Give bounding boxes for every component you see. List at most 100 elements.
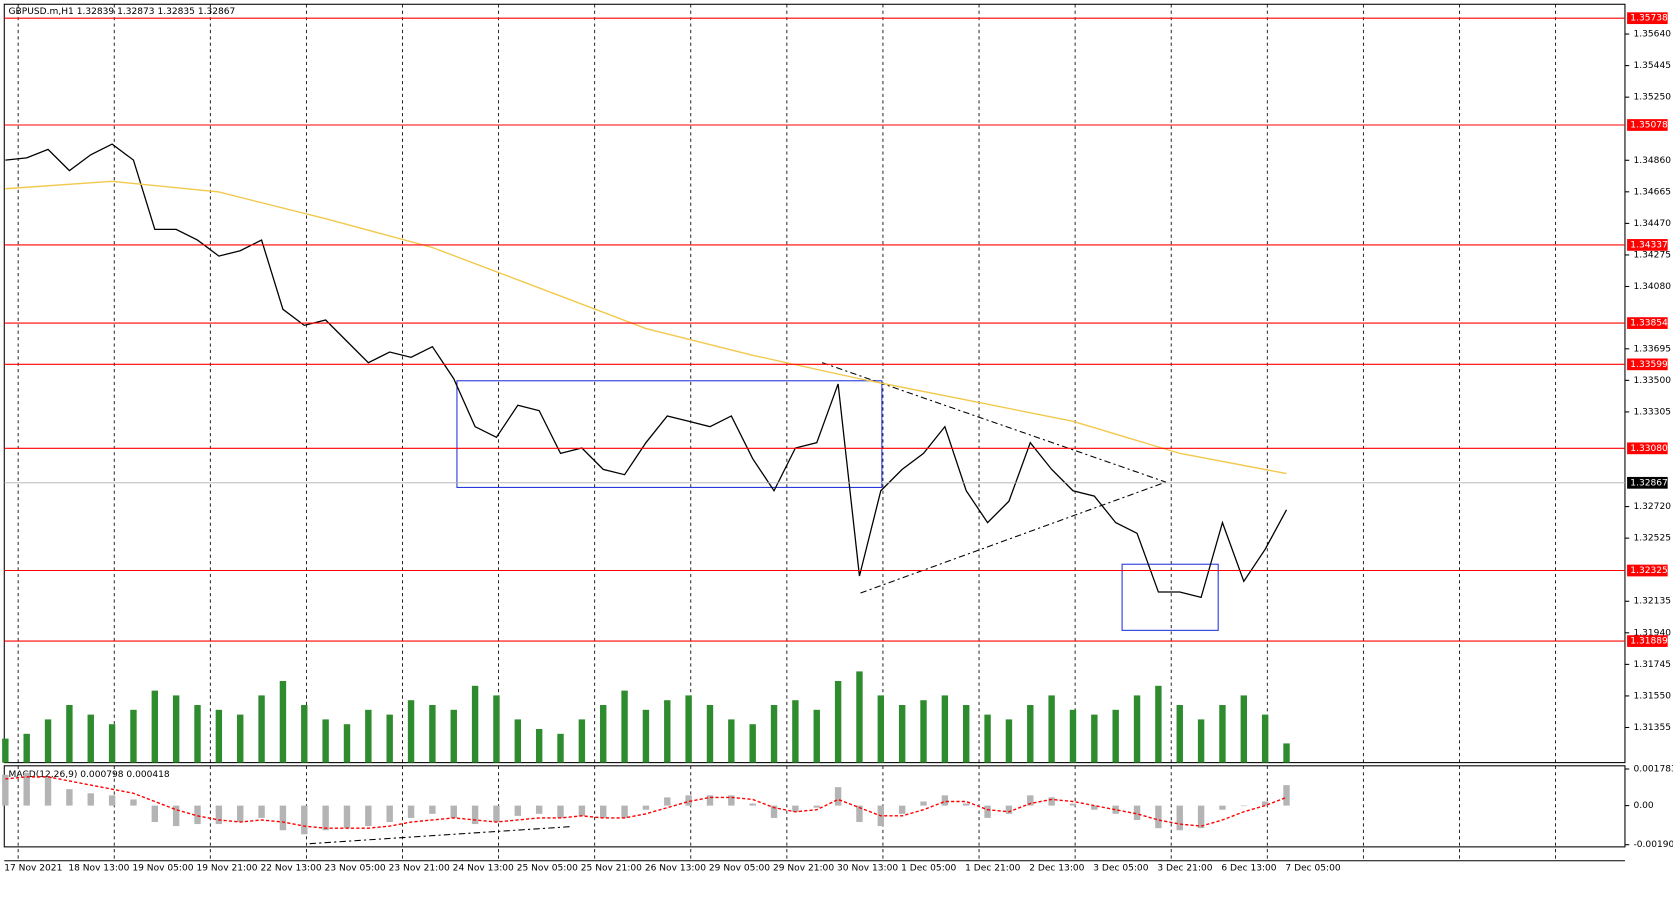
bar — [1069, 709, 1077, 763]
bar — [450, 709, 457, 763]
bar — [1261, 714, 1269, 763]
bar — [1027, 705, 1034, 763]
bar — [1219, 705, 1226, 763]
last-price-label: 1.32867 — [1630, 478, 1668, 488]
y-tick-label: 1.34665 — [1633, 187, 1671, 197]
bar — [237, 714, 244, 763]
time-label: 29 Nov 21:00 — [773, 864, 834, 874]
bar — [1112, 805, 1119, 814]
bar — [108, 795, 116, 806]
bar — [535, 729, 543, 763]
bar — [941, 795, 949, 806]
macd-pane-border — [3, 765, 1626, 848]
range-box — [1121, 563, 1219, 631]
bar — [1283, 743, 1290, 763]
y-tick-label: 1.33695 — [1633, 344, 1671, 354]
bar — [1048, 695, 1055, 763]
bar — [471, 805, 479, 825]
bar — [749, 803, 756, 806]
bar — [1005, 719, 1013, 763]
bar — [557, 733, 564, 763]
bar — [856, 671, 863, 763]
bar — [1048, 797, 1055, 806]
level-label-box — [1627, 358, 1668, 371]
bar — [920, 801, 927, 806]
bar — [1133, 805, 1141, 820]
series-line — [5, 143, 1288, 599]
bar — [557, 805, 564, 818]
time-label: 23 Nov 05:00 — [325, 864, 386, 874]
bar — [87, 793, 94, 806]
bar — [578, 719, 586, 763]
bar — [706, 795, 714, 806]
bar — [1176, 705, 1183, 763]
bar — [258, 805, 265, 818]
bar — [429, 705, 436, 763]
y-tick-label: 1.31940 — [1633, 628, 1671, 638]
bar — [706, 705, 714, 763]
bar — [2, 774, 9, 806]
bar — [642, 709, 650, 763]
bar — [130, 709, 137, 763]
bar — [834, 681, 842, 763]
time-label: 29 Nov 05:00 — [709, 864, 770, 874]
bar — [1219, 805, 1226, 810]
bar — [493, 805, 500, 823]
bar — [258, 695, 265, 763]
symbol-header: GBPUSD.m,H1 1.32839 1.32873 1.32835 1.32… — [9, 7, 236, 17]
level-label: 1.33080 — [1630, 444, 1668, 454]
bar — [172, 805, 180, 827]
bar — [1283, 785, 1290, 806]
time-label: 17 Nov 2021 — [4, 864, 62, 874]
bar — [1027, 795, 1034, 806]
bar — [23, 772, 30, 806]
bar — [1091, 714, 1098, 763]
level-label-box — [1627, 317, 1668, 329]
time-label: 30 Nov 13:00 — [837, 864, 898, 874]
trend-line — [309, 826, 572, 845]
trend-line — [860, 481, 1167, 594]
bar — [365, 709, 372, 763]
bar — [493, 695, 500, 763]
bar — [322, 719, 329, 763]
bar — [450, 805, 457, 818]
bar — [301, 705, 308, 763]
bar — [365, 805, 372, 827]
time-label: 6 Dec 13:00 — [1221, 864, 1276, 874]
bar — [66, 705, 73, 763]
bar — [87, 714, 94, 763]
y-tick-label: 1.35250 — [1633, 93, 1671, 103]
bar — [1112, 709, 1119, 763]
bar — [429, 805, 436, 814]
series-line — [5, 180, 1287, 475]
time-label: 22 Nov 13:00 — [261, 864, 322, 874]
bar — [685, 795, 692, 806]
bar — [279, 805, 287, 831]
y-tick-label: 1.31745 — [1633, 660, 1671, 670]
bar — [1005, 805, 1013, 814]
y-tick-label: 1.32135 — [1633, 597, 1671, 607]
bar — [23, 733, 30, 763]
bar — [621, 690, 628, 763]
bar — [322, 805, 329, 831]
time-label: 19 Nov 05:00 — [132, 864, 193, 874]
bar — [66, 789, 73, 806]
bar — [1240, 805, 1248, 807]
bar — [1155, 805, 1162, 829]
bar — [386, 805, 393, 823]
y-tick-label: 1.32720 — [1633, 502, 1671, 512]
time-label: 7 Dec 05:00 — [1285, 864, 1340, 874]
time-label: 25 Nov 21:00 — [581, 864, 642, 874]
bar — [1197, 719, 1205, 763]
time-label: 19 Nov 21:00 — [196, 864, 257, 874]
bar — [898, 805, 906, 814]
y-tick-label: 1.34470 — [1633, 219, 1671, 229]
time-label: 3 Dec 21:00 — [1157, 864, 1212, 874]
y-tick-label: 1.34080 — [1633, 282, 1671, 292]
time-label: 24 Nov 13:00 — [453, 864, 514, 874]
y-tick-label: 1.35640 — [1633, 30, 1671, 40]
bar — [792, 700, 799, 763]
bar — [1091, 805, 1098, 810]
y-tick-label: -0.001907 — [1633, 840, 1673, 850]
time-label: 26 Nov 13:00 — [645, 864, 706, 874]
